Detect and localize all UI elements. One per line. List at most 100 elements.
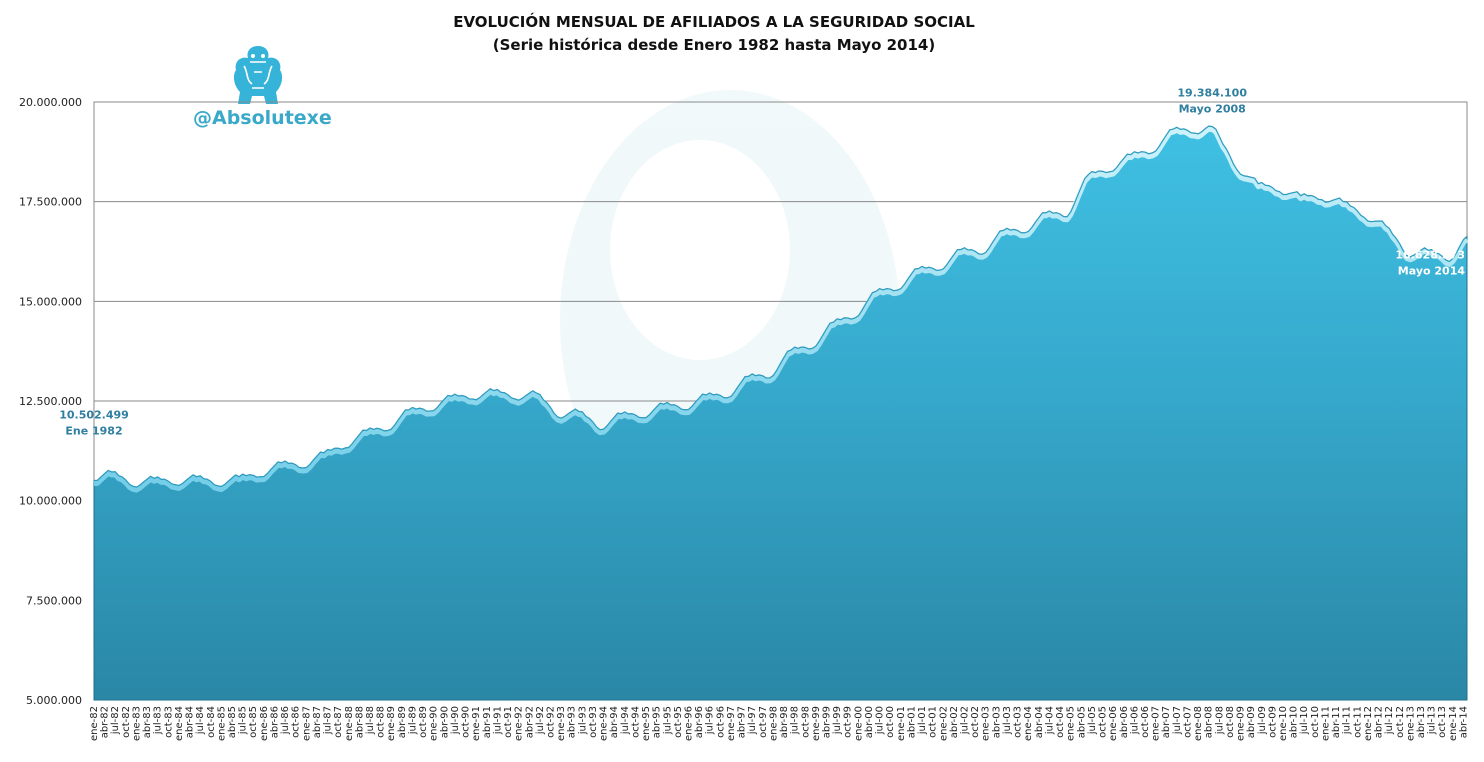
x-tick-label: oct-97 (758, 706, 769, 738)
x-tick-label: ene-85 (216, 706, 227, 741)
x-tick-label: oct-98 (800, 706, 811, 738)
x-tick-label: jul-00 (875, 706, 886, 735)
x-tick-label: oct-92 (546, 706, 557, 738)
x-tick-label: oct-82 (121, 706, 132, 738)
x-tick-label: jul-91 (492, 706, 503, 735)
annotation-value: 10.502.499 (59, 409, 129, 422)
x-tick-label: jul-98 (790, 706, 801, 735)
x-tick-label: jul-11 (1342, 706, 1353, 735)
x-tick-label: oct-12 (1395, 706, 1406, 738)
x-tick-label: abr-09 (1246, 706, 1257, 738)
x-tick-label: abr-01 (906, 706, 917, 738)
x-tick-label: jul-04 (1044, 706, 1055, 735)
x-tick-label: oct-83 (163, 706, 174, 738)
x-tick-label: oct-09 (1267, 706, 1278, 738)
x-tick-label: oct-08 (1225, 706, 1236, 738)
x-tick-label: ene-13 (1405, 706, 1416, 741)
x-tick-label: ene-08 (1193, 706, 1204, 741)
x-tick-label: abr-85 (227, 706, 238, 738)
x-tick-label: oct-86 (291, 706, 302, 738)
x-tick-label: ene-88 (344, 706, 355, 741)
x-tick-label: abr-86 (270, 706, 281, 738)
x-tick-label: abr-83 (142, 706, 153, 738)
x-tick-label: ene-96 (684, 706, 695, 741)
x-tick-label: abr-12 (1374, 706, 1385, 738)
watermark-label: @Absolutexe (193, 107, 332, 129)
x-tick-label: abr-99 (822, 706, 833, 738)
x-tick-label: abr-14 (1459, 706, 1470, 738)
x-tick-label: abr-84 (185, 706, 196, 738)
x-tick-label: ene-98 (768, 706, 779, 741)
x-tick-label: ene-10 (1278, 706, 1289, 741)
x-tick-label: jul-08 (1214, 706, 1225, 735)
x-tick-label: ene-87 (301, 706, 312, 741)
x-tick-label: oct-07 (1182, 706, 1193, 738)
x-tick-label: jul-86 (280, 706, 291, 735)
x-tick-label: oct-04 (1055, 706, 1066, 738)
y-tick-label: 5.000.000 (26, 694, 82, 707)
x-tick-label: jul-90 (450, 706, 461, 735)
annotation-label: Ene 1982 (65, 425, 122, 438)
x-tick-label: jul-02 (960, 706, 971, 735)
x-tick-label: jul-07 (1172, 706, 1183, 735)
x-tick-label: jul-85 (238, 706, 249, 735)
gargoyle-logo-icon (233, 46, 283, 104)
x-tick-label: abr-04 (1034, 706, 1045, 738)
x-tick-label: ene-82 (89, 706, 100, 741)
x-tick-label: abr-95 (652, 706, 663, 738)
x-tick-label: oct-85 (248, 706, 259, 738)
x-tick-label: jul-10 (1299, 706, 1310, 735)
x-tick-label: jul-01 (917, 706, 928, 735)
x-tick-label: abr-11 (1331, 706, 1342, 738)
x-tick-label: abr-89 (397, 706, 408, 738)
y-tick-label: 20.000.000 (19, 96, 82, 109)
x-tick-label: jul-94 (620, 706, 631, 735)
x-tick-label: oct-87 (333, 706, 344, 738)
x-tick-label: jul-82 (110, 706, 121, 735)
annotation-label: Mayo 2008 (1179, 103, 1246, 116)
x-tick-label: jul-84 (195, 706, 206, 735)
x-tick-label: ene-06 (1108, 706, 1119, 741)
x-tick-label: ene-00 (853, 706, 864, 741)
x-tick-label: abr-93 (567, 706, 578, 738)
x-tick-label: jul-09 (1257, 706, 1268, 735)
x-tick-label: ene-84 (174, 706, 185, 741)
x-tick-label: abr-97 (737, 706, 748, 738)
x-tick-label: jul-93 (577, 706, 588, 735)
x-tick-label: oct-88 (376, 706, 387, 738)
x-tick-label: jul-12 (1384, 706, 1395, 735)
x-tick-label: abr-88 (354, 706, 365, 738)
x-tick-label: ene-97 (726, 706, 737, 741)
x-tick-label: ene-03 (981, 706, 992, 741)
x-tick-label: ene-93 (556, 706, 567, 741)
x-tick-label: jul-03 (1002, 706, 1013, 735)
x-tick-label: ene-95 (641, 706, 652, 741)
x-tick-label: oct-91 (503, 706, 514, 738)
x-tick-label: jul-06 (1129, 706, 1140, 735)
annotation-label: Mayo 2014 (1398, 264, 1466, 277)
x-tick-label: oct-11 (1352, 706, 1363, 738)
x-tick-label: jul-96 (705, 706, 716, 735)
x-tick-label: oct-01 (928, 706, 939, 738)
x-tick-label: oct-96 (715, 706, 726, 738)
annotation-value: 19.384.100 (1177, 87, 1247, 100)
x-tick-label: oct-05 (1098, 706, 1109, 738)
x-tick-label: ene-91 (471, 706, 482, 741)
x-tick-label: ene-92 (514, 706, 525, 741)
y-tick-label: 12.500.000 (19, 395, 82, 408)
x-tick-label: ene-83 (132, 706, 143, 741)
x-tick-label: abr-92 (524, 706, 535, 738)
x-tick-label: oct-02 (970, 706, 981, 738)
x-tick-label: abr-05 (1076, 706, 1087, 738)
x-tick-label: abr-00 (864, 706, 875, 738)
x-tick-label: jul-83 (153, 706, 164, 735)
x-tick-label: abr-07 (1161, 706, 1172, 738)
x-tick-label: ene-99 (811, 706, 822, 741)
x-tick-label: ene-94 (599, 706, 610, 741)
x-tick-label: ene-11 (1321, 706, 1332, 741)
x-tick-label: jul-05 (1087, 706, 1098, 735)
x-tick-label: abr-98 (779, 706, 790, 738)
series-highlight-edge (93, 126, 1469, 493)
x-tick-label: oct-95 (673, 706, 684, 738)
x-tick-label: ene-02 (938, 706, 949, 741)
